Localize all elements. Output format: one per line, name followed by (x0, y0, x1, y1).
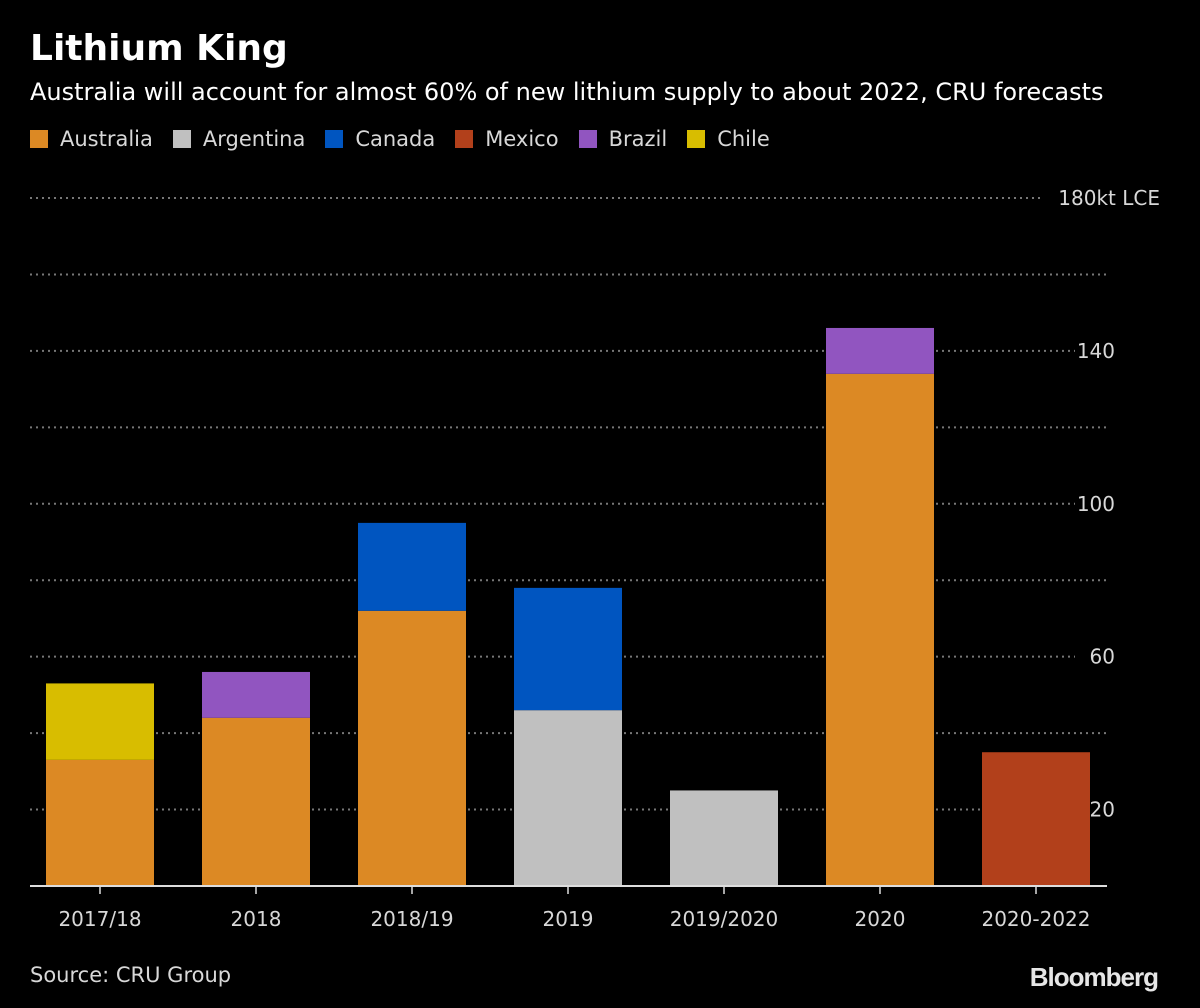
legend-swatch (172, 130, 191, 148)
x-tick-label: 2018 (231, 907, 282, 931)
x-tick-label: 2019 (543, 907, 594, 931)
y-tick-label: 100 (1077, 492, 1115, 516)
legend-swatch (30, 130, 48, 148)
legend-label: Brazil (608, 127, 668, 151)
x-tick-label: 2020-2022 (981, 907, 1090, 931)
legend-label: Canada (355, 127, 436, 151)
legend-label: Mexico (485, 127, 559, 151)
bar-canada (358, 522, 466, 611)
legend-swatch (578, 130, 597, 148)
legend-item-australia: Australia (30, 127, 153, 151)
x-tick-label: 2017/18 (58, 907, 141, 931)
y-tick-label: 20 (1090, 798, 1115, 822)
bar-argentina (670, 790, 778, 886)
legend-swatch (455, 130, 474, 148)
source-note: Source: CRU Group (30, 963, 232, 987)
bar-australia (358, 610, 466, 886)
legend-label: Argentina (202, 127, 306, 151)
y-tick-label: 60 (1090, 645, 1115, 669)
y-tick-label: 180kt LCE (1058, 186, 1160, 210)
y-tick-label: 140 (1077, 339, 1115, 363)
legend: Australia Argentina Canada Mexico Brazil Chil… (30, 127, 770, 151)
bar-brazil (202, 671, 310, 718)
bloomberg-logo: Bloomberg (1029, 962, 1159, 992)
legend-label: Chile (717, 127, 770, 151)
x-tick-label: 2019/2020 (670, 907, 779, 931)
bar-canada (514, 587, 622, 711)
bar-mexico (982, 752, 1090, 886)
x-tick-label: 2020 (855, 907, 906, 931)
legend-swatch (325, 130, 344, 148)
legend-item-argentina: Argentina (172, 127, 306, 151)
bar-chile (46, 683, 154, 760)
chart-title: Lithium King (30, 28, 288, 69)
legend-item-chile: Chile (687, 127, 770, 151)
bar-australia (826, 373, 934, 886)
bar-brazil (826, 327, 934, 374)
legend-label: Australia (60, 127, 153, 151)
legend-item-mexico: Mexico (455, 127, 559, 151)
legend-item-canada: Canada (325, 127, 435, 151)
chart-subtitle: Australia will account for almost 60% of… (30, 78, 1104, 106)
legend-item-brazil: Brazil (578, 127, 668, 151)
bar-australia (202, 717, 310, 886)
bar-australia (46, 759, 154, 886)
legend-swatch (687, 130, 706, 148)
x-tick-label: 2018/19 (370, 907, 453, 931)
bar-argentina (514, 710, 622, 886)
